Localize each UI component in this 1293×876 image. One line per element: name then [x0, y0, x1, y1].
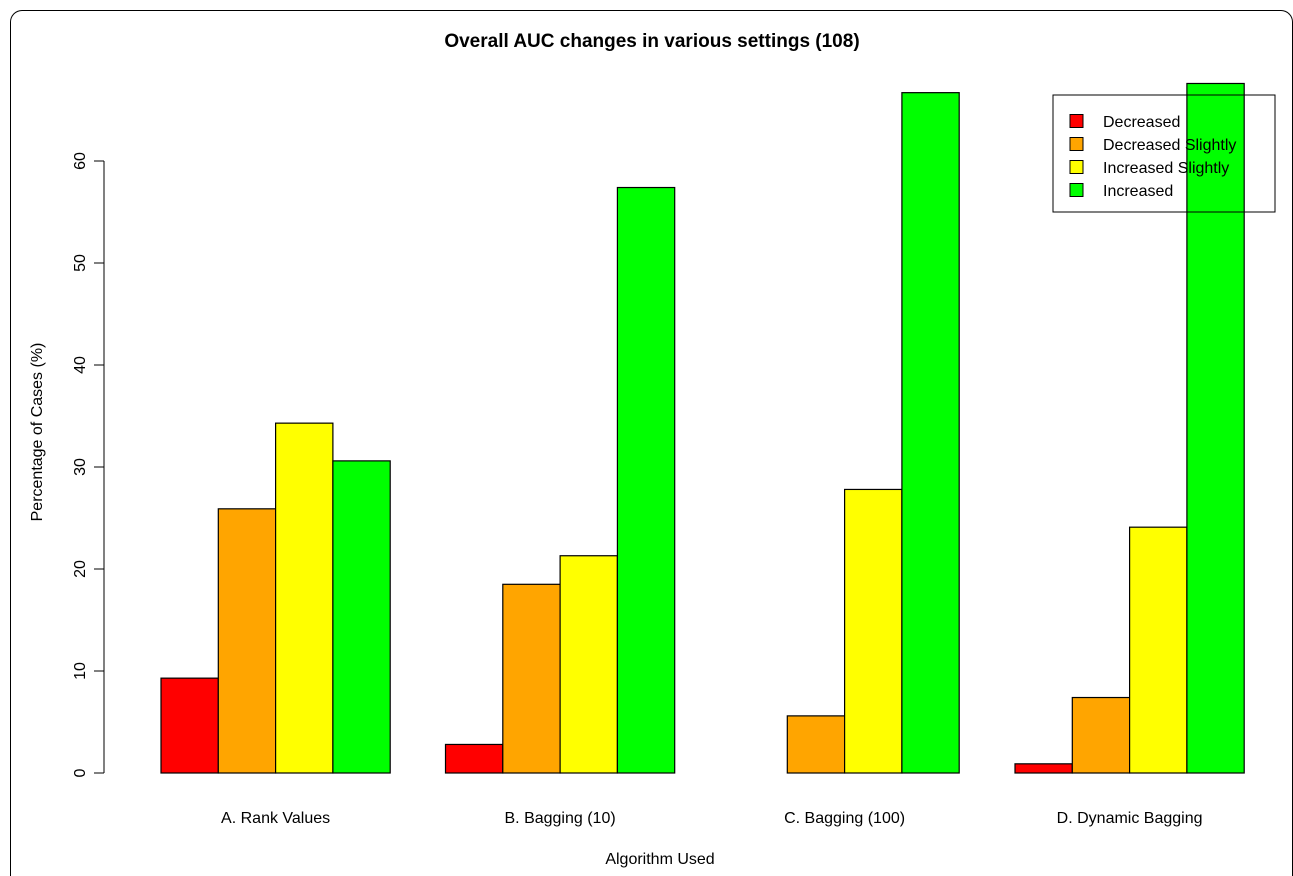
- bar: [217, 508, 277, 774]
- y-tick-label: 60: [72, 152, 89, 170]
- y-tick-label: 30: [72, 458, 89, 476]
- bar: [332, 460, 391, 774]
- legend-swatch: [1069, 137, 1084, 151]
- y-axis: 0 10 20 30 40 50 60: [72, 152, 105, 777]
- legend-label: Decreased: [1103, 114, 1180, 131]
- bar: [502, 583, 561, 774]
- legend-label: Increased: [1103, 183, 1173, 200]
- bar: [1014, 763, 1073, 774]
- bar: [275, 422, 334, 774]
- legend-label: Decreased Slightly: [1103, 137, 1236, 154]
- y-tick-label: 10: [72, 662, 89, 680]
- bar: [1186, 82, 1245, 774]
- legend: Decreased Decreased Slightly Increased Sli…: [1052, 94, 1276, 213]
- bar: [1128, 526, 1188, 774]
- legend-label: Increased Slightly: [1103, 160, 1229, 177]
- bar: [160, 677, 219, 774]
- x-tick-label: D. Dynamic Bagging: [1057, 810, 1203, 827]
- legend-swatch: [1069, 114, 1084, 128]
- y-tick-label: 40: [72, 356, 89, 374]
- bar: [616, 186, 676, 774]
- bar: [1071, 696, 1131, 774]
- bar: [843, 488, 903, 774]
- legend-box: [1052, 94, 1276, 213]
- legend-swatch: [1069, 160, 1084, 174]
- legend-swatch: [1069, 183, 1084, 197]
- bar: [901, 92, 960, 774]
- x-tick-label: A. Rank Values: [221, 810, 330, 827]
- x-axis-label: Algorithm Used: [605, 851, 714, 868]
- x-tick-label: C. Bagging (100): [784, 810, 905, 827]
- bar: [444, 743, 504, 774]
- y-tick-label: 0: [72, 768, 89, 777]
- y-tick-label: 50: [72, 254, 89, 272]
- y-axis-label: Percentage of Cases (%): [29, 343, 46, 522]
- y-tick-label: 20: [72, 560, 89, 578]
- x-tick-label: B. Bagging (10): [505, 810, 616, 827]
- x-axis-labels: A. Rank Values B. Bagging (10) C. Bagging …: [221, 810, 1202, 827]
- bar: [559, 555, 618, 774]
- bars-group: [160, 82, 1245, 774]
- bar: [786, 715, 846, 774]
- chart-title: Overall AUC changes in various settings …: [444, 31, 859, 52]
